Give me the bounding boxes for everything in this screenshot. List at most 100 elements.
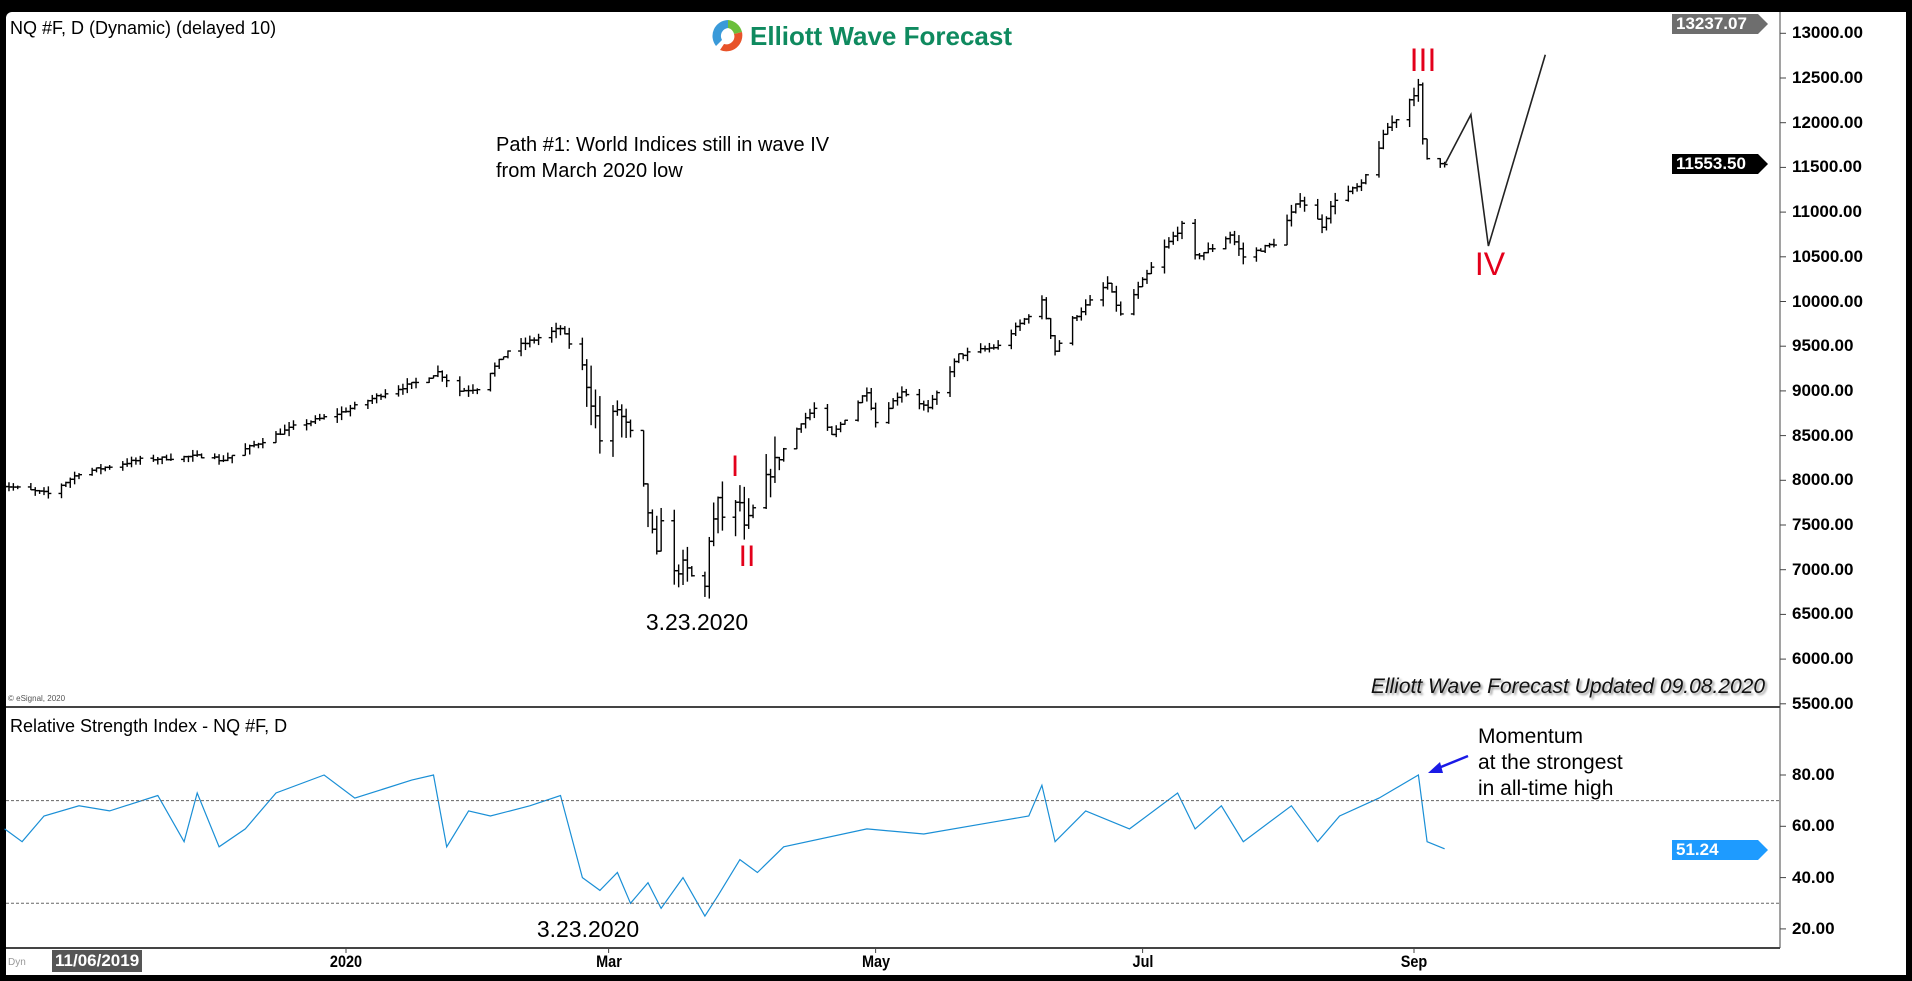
ohlc-bar bbox=[1345, 185, 1352, 202]
price-bars bbox=[0, 78, 1448, 599]
ohlc-bar bbox=[780, 447, 787, 462]
momentum-note: Momentum at the strongest in all-time hi… bbox=[1478, 724, 1623, 802]
price-tick-label: 11500.00 bbox=[1792, 157, 1862, 177]
ohlc-bar bbox=[71, 471, 78, 485]
updated-note: Elliott Wave Forecast Updated 09.08.2020 bbox=[1370, 675, 1765, 698]
ohlc-bar bbox=[1052, 335, 1059, 356]
ohlc-bar bbox=[1410, 87, 1417, 107]
ohlc-bar bbox=[1179, 220, 1186, 240]
ohlc-bar bbox=[736, 485, 743, 512]
ohlc-bar bbox=[404, 378, 411, 394]
price-tick-label: 13000.00 bbox=[1792, 23, 1863, 43]
ohlc-bar bbox=[771, 436, 778, 483]
momentum-arrow-icon bbox=[1428, 754, 1469, 773]
ohlc-bar bbox=[745, 498, 752, 529]
ohlc-bar bbox=[623, 408, 630, 438]
ohlc-bar bbox=[1301, 196, 1308, 212]
ohlc-bar bbox=[614, 400, 621, 416]
ohlc-bar bbox=[1235, 235, 1242, 256]
ohlc-bar bbox=[947, 366, 954, 397]
ohlc-bar bbox=[1332, 192, 1339, 215]
ohlc-bar bbox=[526, 335, 533, 348]
ohlc-bar bbox=[1288, 204, 1295, 227]
ohlc-bar bbox=[1165, 237, 1172, 249]
ohlc-bar bbox=[596, 396, 603, 454]
wave-label-III: III bbox=[1409, 42, 1437, 78]
ohlc-bar bbox=[334, 408, 341, 423]
price-tick-label: 7500.00 bbox=[1792, 515, 1854, 534]
path-annotation-line1: Path #1: World Indices still in wave IV bbox=[496, 134, 830, 156]
ohlc-bar bbox=[456, 376, 463, 397]
last-price-tag: 11553.50 bbox=[1672, 154, 1768, 174]
ohlc-bar bbox=[504, 350, 511, 359]
date-tick-label: Jul bbox=[1132, 952, 1154, 971]
ohlc-bar bbox=[715, 496, 722, 534]
ohlc-bar bbox=[1253, 247, 1260, 262]
ohlc-bar bbox=[929, 394, 936, 410]
ohlc-bar bbox=[894, 392, 901, 406]
ohlc-bar bbox=[1143, 269, 1150, 284]
ohlc-bar bbox=[1227, 231, 1234, 244]
ohlc-bar bbox=[1100, 282, 1107, 307]
ohlc-bar bbox=[496, 358, 503, 369]
ohlc-bar bbox=[1393, 119, 1400, 128]
start-date-box: 11/06/2019 bbox=[52, 950, 143, 972]
ohlc-bar bbox=[1209, 244, 1216, 253]
ohlc-bar bbox=[395, 385, 402, 397]
ohlc-bar bbox=[1354, 183, 1361, 192]
panel-borders bbox=[6, 12, 1786, 953]
ohlc-bar bbox=[211, 453, 218, 460]
date-tick-label: 2020 bbox=[329, 952, 363, 971]
ohlc-bar bbox=[684, 546, 691, 582]
symbol-title: NQ #F, D (Dynamic) (delayed 10) bbox=[10, 18, 277, 38]
price-tick-label: 12000.00 bbox=[1792, 112, 1863, 132]
ohlc-bar bbox=[640, 429, 647, 487]
price-tick-label: 12500.00 bbox=[1792, 68, 1863, 87]
rsi-tick-label: 40.00 bbox=[1792, 867, 1835, 887]
ohlc-bar bbox=[1389, 115, 1396, 132]
ohlc-bar bbox=[32, 487, 39, 496]
ohlc-bar bbox=[1025, 314, 1032, 324]
ohlc-bar bbox=[898, 386, 905, 403]
ohlc-bar bbox=[1380, 129, 1387, 150]
rsi-value-tag: 51.24 bbox=[1672, 840, 1768, 860]
ohlc-bar bbox=[137, 455, 144, 465]
ohlc-bar bbox=[491, 362, 498, 377]
price-tick-label: 11000.00 bbox=[1792, 202, 1862, 222]
price-tick-label: 8500.00 bbox=[1792, 425, 1854, 445]
ohlc-bar bbox=[833, 425, 840, 438]
ohlc-bar bbox=[373, 393, 380, 404]
ohlc-bar bbox=[1038, 295, 1045, 320]
ohlc-bar bbox=[1117, 301, 1124, 316]
ohlc-bar bbox=[750, 504, 757, 519]
ohlc-bar bbox=[1406, 98, 1413, 128]
price-tick-label: 5500.00 bbox=[1792, 693, 1854, 713]
ohlc-bar bbox=[763, 454, 770, 509]
wave-label-I: I bbox=[730, 450, 740, 483]
ohlc-bar bbox=[802, 412, 809, 429]
ohlc-bar bbox=[1200, 251, 1207, 261]
ohlc-bar bbox=[548, 326, 555, 343]
logo-swirl-icon bbox=[712, 20, 743, 52]
price-tick-label: 9500.00 bbox=[1792, 336, 1854, 356]
ohlc-bar bbox=[872, 402, 879, 428]
ohlc-bar bbox=[347, 404, 354, 417]
ohlc-bar bbox=[645, 483, 652, 528]
ohlc-bar bbox=[259, 437, 266, 449]
ohlc-bar bbox=[443, 374, 450, 388]
ohlc-bar bbox=[566, 327, 573, 349]
ohlc-bar bbox=[1314, 198, 1321, 220]
ohlc-bar bbox=[45, 486, 52, 499]
ohlc-bar bbox=[1419, 82, 1426, 145]
ohlc-bar bbox=[89, 467, 96, 476]
ohlc-bar bbox=[535, 333, 542, 346]
ohlc-bar bbox=[119, 461, 126, 471]
price-tick-label: 8000.00 bbox=[1792, 470, 1854, 490]
ohlc-bar bbox=[1069, 316, 1076, 346]
ohlc-bar bbox=[316, 413, 323, 421]
ohlc-bar bbox=[627, 419, 634, 438]
ohlc-bar bbox=[732, 500, 739, 537]
momentum-line3: in all-time high bbox=[1478, 777, 1614, 800]
date-tick-label: Sep bbox=[1400, 952, 1428, 971]
